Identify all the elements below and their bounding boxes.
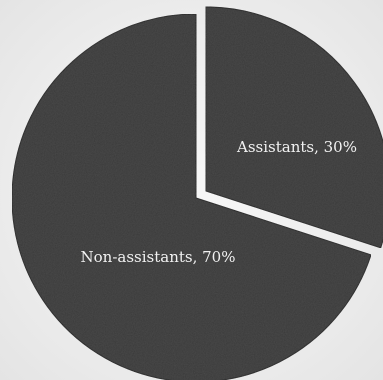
pie-label-non-assistants: Non-assistants, 70% xyxy=(81,248,236,266)
pie-slices xyxy=(11,6,383,380)
pie-label-assistants: Assistants, 30% xyxy=(236,138,357,156)
pie-slice-non-assistants xyxy=(11,13,372,380)
pie-labels: Assistants, 30% Non-assistants, 70% xyxy=(81,138,357,266)
pie-slice-assistants xyxy=(205,6,383,249)
